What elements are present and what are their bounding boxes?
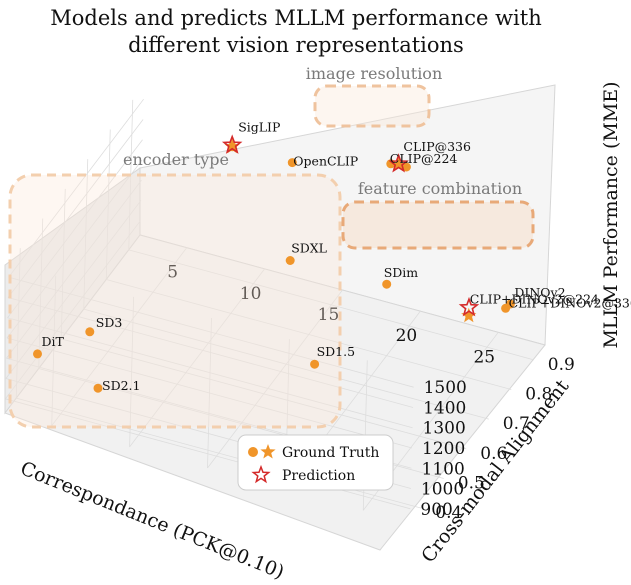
x-tick-label: 10 [240,284,262,304]
z-gridline-left [7,119,144,298]
y-gridline-floor [83,308,489,420]
legend-marker-star-open [251,464,271,484]
x-tick-label: 20 [396,326,418,346]
x-tick-label: 5 [167,263,178,283]
group-label-feature-combination: feature combination [358,179,522,198]
gt-star-point [224,138,240,154]
prediction-star-point [221,134,243,154]
chart-title-line-2: different vision representations [128,33,464,57]
z-gridline-back [7,297,414,408]
group-label-encoder-type: encoder type [123,150,229,169]
gt-point-sd1-5 [310,359,320,369]
point-label-siglip: SigLIP [238,120,280,135]
group-box-image-resolution [313,84,431,128]
point-label-sdxl: SDXL [291,241,327,256]
legend-box [237,434,394,491]
point-labels: DiT SD3 SD2.1 SDXL SDim SD1.5 DINOv2 SigLIP Open… [42,120,631,394]
z-tick-label: 1200 [422,439,465,459]
gt-point-sdim [382,279,392,289]
point-label-sd2-1: SD2.1 [102,378,140,393]
z-axis-label: MLLM Performance (MME) [600,81,622,348]
z-gridline-left [6,180,142,359]
legend-marker-star [260,444,276,459]
z-tick-label: 1400 [423,399,466,419]
z-tick-label: 1000 [421,480,464,500]
z-tick-label: 1300 [423,419,466,439]
z-tick-label: 1100 [422,459,465,479]
data-marks [33,134,515,393]
z-gridline-left [5,200,142,379]
x-tick-label: 15 [318,305,340,325]
tick-labels: 5 10 15 20 25 0.4 0.5 0.6 0.7 0.8 0.9 9001000110012… [167,263,575,524]
y-gridline-floor [106,279,512,390]
gt-point-sd3 [85,327,95,337]
gt-point-clip-336 [401,162,411,172]
point-label-sd3: SD3 [96,315,123,330]
point-label-clip-336: CLIP@336 [403,139,471,154]
floor-pane [4,234,546,551]
group-boxes [8,84,535,429]
group-box-encoder-type [8,173,342,429]
point-label-sd1-5: SD1.5 [317,344,355,359]
z-gridline-left [5,220,141,400]
z-tick-label: 900 [420,500,452,520]
y-gridline-floor [128,249,534,361]
y-tick-label: 0.6 [480,444,507,464]
chart-title-line-1: Models and predicts MLLM performance wit… [50,6,541,30]
x-gridline-floor [207,289,343,469]
gt-point-sd2-1 [93,383,103,393]
gt-star-clip-dinov2-224 [461,307,477,323]
legend-label-ground-truth: Ground Truth [282,445,379,461]
z-gridline-left [6,159,143,339]
gt-point-clip-dinov2-336 [501,303,511,313]
point-label-clip-dinov2-224: CLIP+DINOv2@224 [470,292,599,307]
prediction-star-point [458,296,480,317]
gt-star-point [391,156,407,172]
x-gridline-floor [129,268,265,448]
gt-point-openclip [287,158,297,168]
prediction-star-point [388,153,409,173]
z-gridline-back [6,337,413,449]
z-gridline-back [8,276,414,388]
y-tick-label: 0.5 [458,474,485,494]
x-gridline-floor [51,247,188,426]
y-gridline-floor [61,338,467,450]
point-label-openclip: OpenCLIP [293,154,358,169]
z-gridline-back [7,317,413,429]
y-tick-label: 0.7 [503,414,530,434]
gt-point-dit [33,349,42,359]
gt-point-sdxl [285,256,295,265]
z-gridline-left [7,139,143,318]
x-tick-label: 25 [473,347,495,367]
legend: Ground Truth Prediction [237,434,394,491]
point-label-dit: DiT [42,334,65,349]
z-tick-label: 1500 [424,378,467,398]
y-tick-label: 0.4 [435,503,462,523]
group-box-feature-combination [341,200,535,250]
point-label-sdim: SDim [384,265,419,280]
y-tick-label: 0.9 [548,355,575,375]
legend-marker-circle [248,447,258,457]
legend-label-prediction: Prediction [282,468,355,484]
point-label-dinov2: DINOv2 [514,285,565,300]
group-label-image-resolution: image resolution [306,64,443,83]
point-label-clip-224: CLIP@224 [390,151,458,166]
z-gridline-left [8,98,144,278]
point-label-clip-dinov2-336: CLIP+DINOv2@336 [509,295,631,310]
y-tick-label: 0.8 [525,385,552,405]
